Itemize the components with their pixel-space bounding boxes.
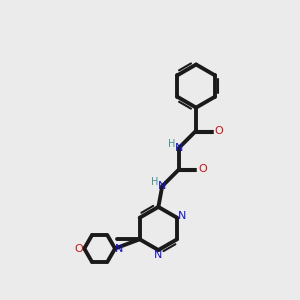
Text: H: H (151, 177, 158, 187)
Text: N: N (154, 250, 163, 260)
Text: O: O (198, 164, 207, 174)
Text: N: N (158, 181, 166, 191)
Text: N: N (115, 244, 123, 254)
Text: O: O (215, 126, 224, 136)
Text: N: N (175, 143, 183, 153)
Text: H: H (168, 139, 175, 149)
Text: O: O (74, 244, 83, 254)
Text: N: N (178, 211, 187, 221)
